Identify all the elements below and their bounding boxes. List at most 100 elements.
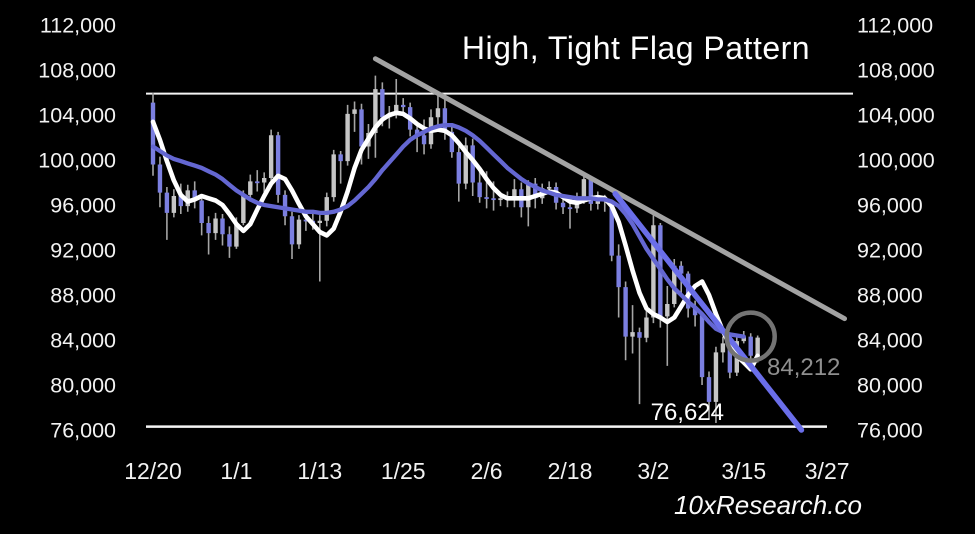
y-tick-right: 108,000 <box>857 59 935 83</box>
y-tick-left: 88,000 <box>50 284 116 308</box>
candle-body <box>630 332 635 337</box>
y-tick-right: 112,000 <box>857 14 933 38</box>
candle-body <box>498 198 503 201</box>
x-tick: 3/27 <box>805 458 850 484</box>
candle-body <box>421 135 427 145</box>
candle-body <box>533 183 538 199</box>
y-tick-right: 92,000 <box>857 239 923 263</box>
candle-body <box>157 164 163 193</box>
candle-body <box>262 178 267 183</box>
candle-body <box>699 315 705 378</box>
y-tick-left: 84,000 <box>50 329 116 353</box>
y-tick-right: 80,000 <box>857 374 923 398</box>
candle-body <box>227 234 232 247</box>
x-tick: 3/2 <box>637 458 669 484</box>
candle-body <box>442 108 448 132</box>
y-tick-right: 96,000 <box>857 194 923 218</box>
candle-body <box>713 352 719 402</box>
candle-body <box>338 154 343 162</box>
candle-body <box>394 104 399 115</box>
low-price-annotation: 76,624 <box>651 399 724 426</box>
x-tick: 12/20 <box>124 458 182 484</box>
candle-body <box>241 194 246 223</box>
last-price-annotation: 84,212 <box>767 354 840 381</box>
candle-body <box>289 216 295 245</box>
candle-body <box>192 190 197 201</box>
candle-body <box>560 202 566 208</box>
candle-body <box>692 308 698 316</box>
y-tick-left: 96,000 <box>50 194 116 218</box>
candle-body <box>282 194 288 217</box>
candle-body <box>185 190 190 207</box>
candle-body <box>546 187 552 189</box>
candle-body <box>255 181 260 184</box>
slow-ma-purple-line <box>150 122 746 339</box>
candle-body <box>526 183 531 208</box>
candle-body <box>491 198 496 201</box>
chart-title: High, Tight Flag Pattern <box>462 30 810 66</box>
candle-body <box>588 179 594 204</box>
candle-body <box>220 218 225 235</box>
candle-body <box>373 89 378 133</box>
candle-body <box>234 223 239 247</box>
candle-body <box>623 287 628 337</box>
fast-ma-path <box>150 110 760 372</box>
candle-body <box>414 129 420 136</box>
candle-body <box>651 225 656 318</box>
y-tick-left: 112,000 <box>40 14 116 38</box>
slow-ma-path <box>150 122 746 339</box>
y-tick-left: 100,000 <box>38 149 116 173</box>
y-tick-left: 92,000 <box>50 239 116 263</box>
y-tick-left: 108,000 <box>38 59 116 83</box>
x-tick: 2/18 <box>548 458 593 484</box>
candle-body <box>324 197 329 221</box>
candle-body <box>213 218 218 234</box>
y-axis-left-labels: 112,000 108,000 104,000 100,000 96,000 92,000… <box>38 14 116 443</box>
candle-body <box>178 196 183 207</box>
candle-body <box>644 317 649 338</box>
candle-body <box>748 336 753 356</box>
x-tick: 1/1 <box>220 458 252 484</box>
x-tick: 3/15 <box>721 458 766 484</box>
gray-descending-trendline <box>372 56 848 322</box>
candle-body <box>296 219 302 245</box>
candle-body <box>512 189 517 200</box>
candle-body <box>567 207 573 210</box>
candle-body <box>685 273 691 309</box>
y-tick-left: 76,000 <box>50 419 116 443</box>
candle-body <box>248 181 253 195</box>
y-tick-right: 100,000 <box>857 149 935 173</box>
candle-body <box>345 113 350 162</box>
candle-body <box>477 182 482 198</box>
y-tick-right: 104,000 <box>857 104 935 128</box>
candle-body <box>380 89 385 118</box>
candle-body <box>199 200 204 223</box>
candle-body <box>727 343 733 373</box>
x-tick: 1/13 <box>297 458 342 484</box>
candle-body <box>456 152 461 184</box>
candle-body <box>171 196 177 213</box>
gray-trendline <box>372 56 848 322</box>
y-tick-right: 88,000 <box>857 284 923 308</box>
fast-ma-white-line <box>150 110 760 372</box>
y-tick-left: 80,000 <box>50 374 116 398</box>
candle-body <box>150 102 156 165</box>
purple-trendline <box>612 191 805 433</box>
candle-body <box>706 377 712 402</box>
x-tick: 2/6 <box>471 458 503 484</box>
candle-body <box>359 109 364 147</box>
candle-body <box>679 265 684 274</box>
x-axis-labels: 12/20 1/1 1/13 1/25 2/6 2/18 3/2 3/15 3/27 <box>124 458 849 484</box>
last-price-highlight-circle <box>724 310 777 363</box>
candle-body <box>755 337 760 356</box>
candle-body <box>720 343 726 353</box>
candle-body <box>609 201 614 256</box>
candle-body <box>463 145 468 184</box>
candle-body <box>352 109 357 114</box>
support-resistance-lines <box>146 92 853 428</box>
candle-body <box>741 336 746 342</box>
candle-body <box>470 145 475 183</box>
candle-body <box>268 135 274 178</box>
